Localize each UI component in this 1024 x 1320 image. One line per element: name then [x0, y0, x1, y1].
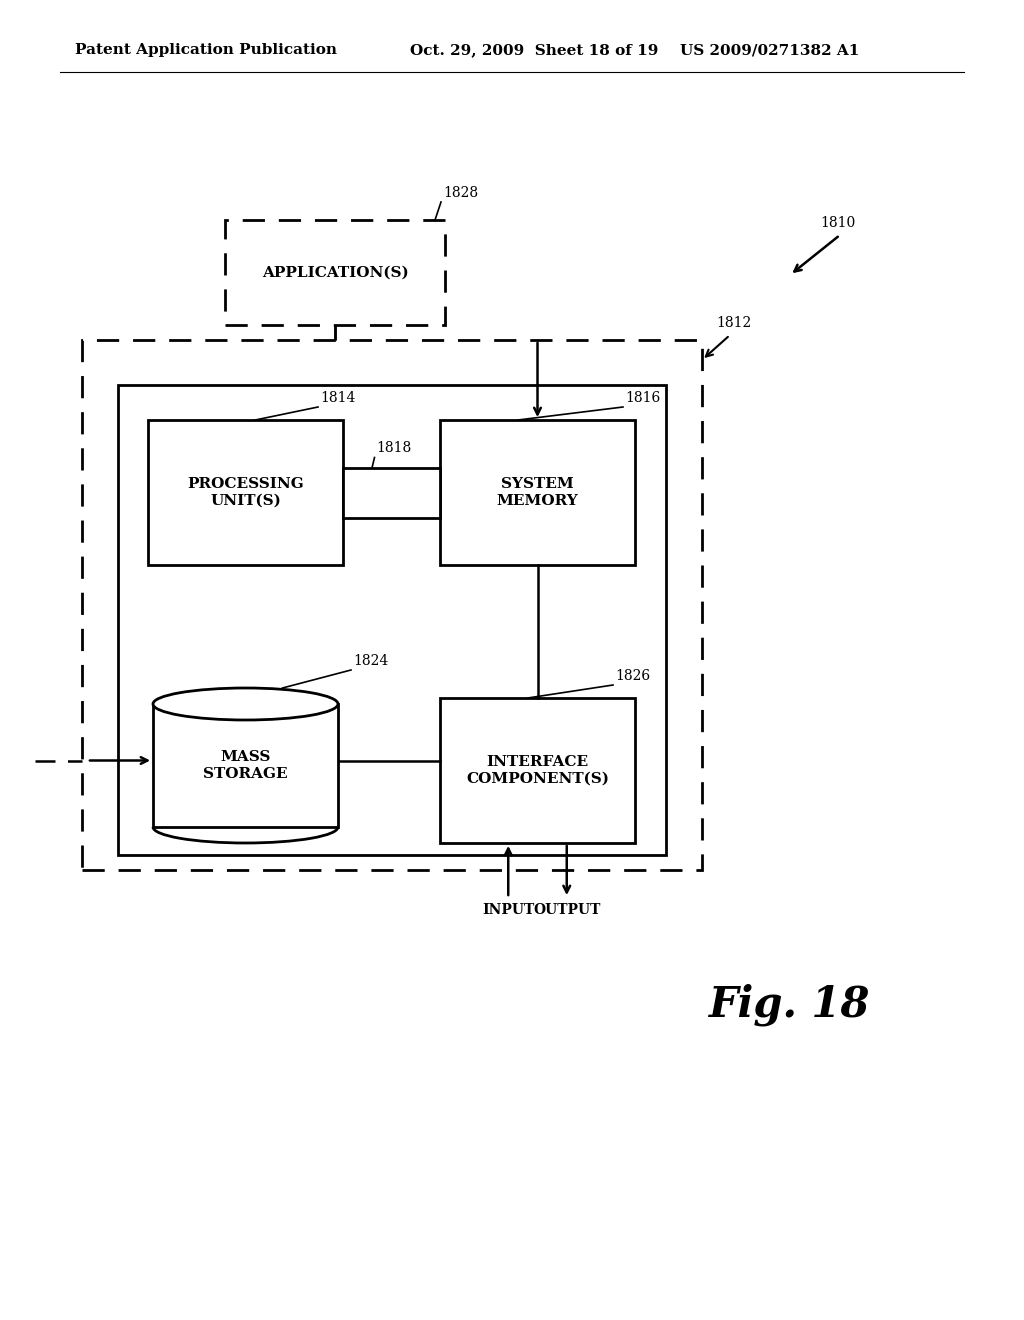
Text: 1826: 1826 — [615, 669, 650, 682]
Text: 1828: 1828 — [443, 186, 478, 201]
Text: 1824: 1824 — [353, 653, 388, 668]
Text: 1810: 1810 — [820, 216, 855, 230]
Text: 1816: 1816 — [625, 391, 660, 405]
Text: Oct. 29, 2009  Sheet 18 of 19: Oct. 29, 2009 Sheet 18 of 19 — [410, 44, 658, 57]
Text: MASS
STORAGE: MASS STORAGE — [203, 750, 288, 780]
Text: Patent Application Publication: Patent Application Publication — [75, 44, 337, 57]
Text: US 2009/0271382 A1: US 2009/0271382 A1 — [680, 44, 859, 57]
Text: APPLICATION(S): APPLICATION(S) — [261, 265, 409, 280]
Bar — [148, 420, 343, 565]
Text: 1818: 1818 — [377, 441, 412, 455]
Text: INTERFACE
COMPONENT(S): INTERFACE COMPONENT(S) — [466, 755, 609, 785]
Text: Fig. 18: Fig. 18 — [710, 983, 870, 1026]
Text: PROCESSING
UNIT(S): PROCESSING UNIT(S) — [187, 478, 304, 508]
Ellipse shape — [153, 688, 338, 719]
Text: OUTPUT: OUTPUT — [534, 903, 600, 917]
Bar — [82, 341, 702, 870]
Bar — [153, 704, 338, 828]
Text: INPUT: INPUT — [482, 903, 535, 917]
Text: 1812: 1812 — [716, 315, 752, 330]
Bar — [343, 467, 440, 517]
Bar — [118, 385, 666, 855]
Bar — [225, 220, 445, 325]
Text: SYSTEM
MEMORY: SYSTEM MEMORY — [497, 478, 579, 508]
Bar — [440, 420, 635, 565]
Bar — [440, 698, 635, 843]
Text: 1814: 1814 — [319, 391, 355, 405]
